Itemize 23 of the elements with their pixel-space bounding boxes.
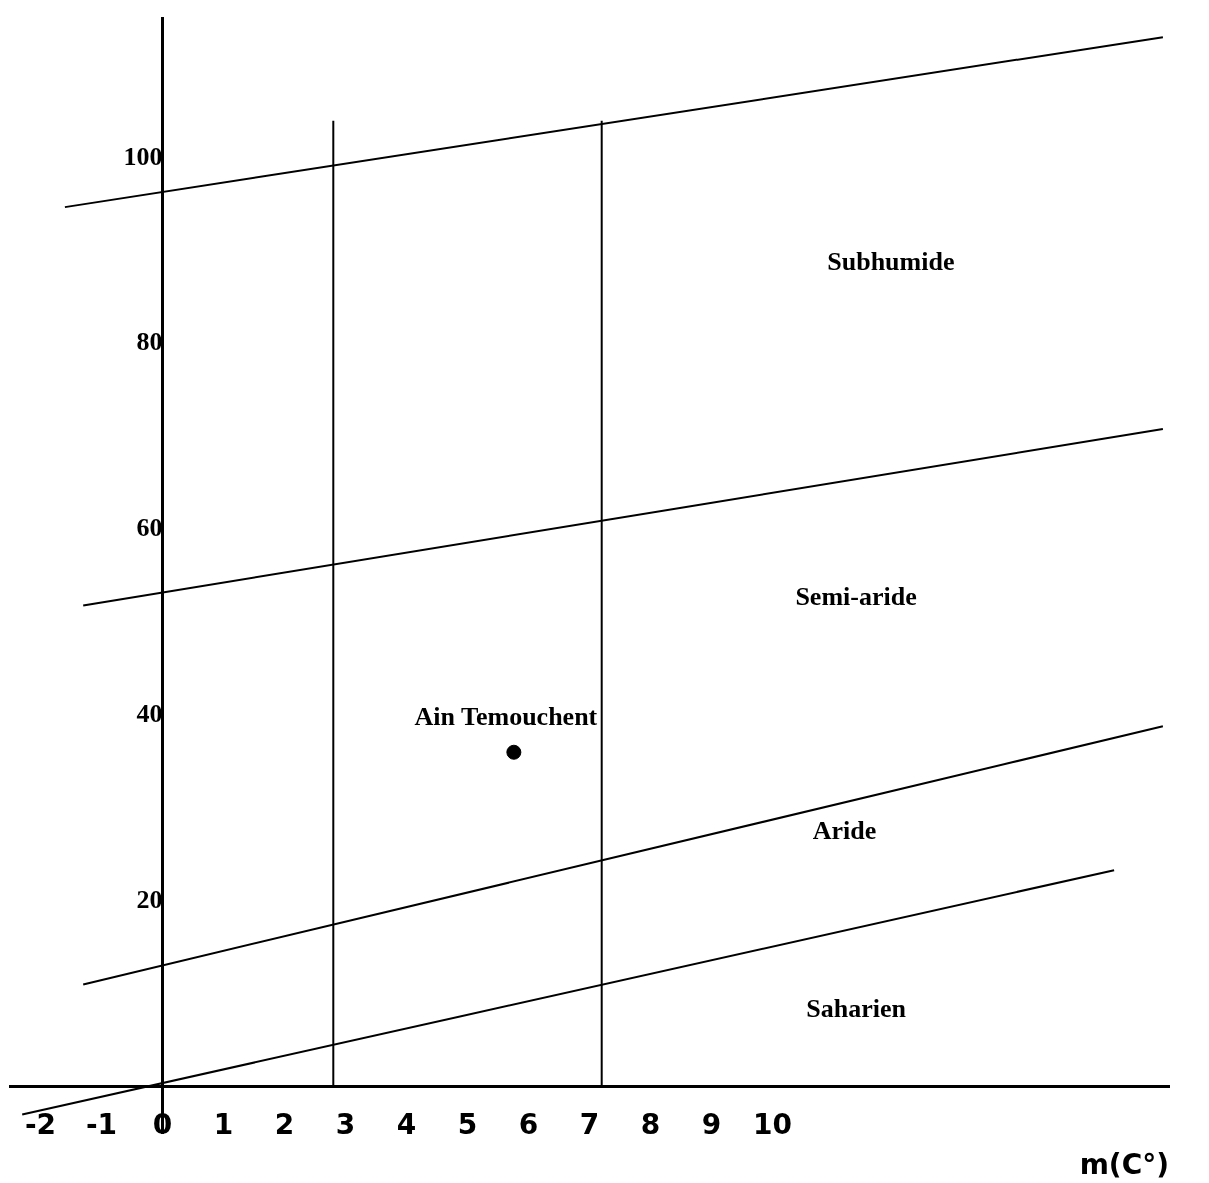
x-tick-label: 8 [640, 1107, 661, 1141]
x-tick-label: 5 [457, 1107, 478, 1141]
annotation: Aride [812, 815, 877, 845]
annotation: Semi-aride [795, 581, 917, 611]
x-tick-label: 2 [274, 1107, 295, 1141]
x-tick-label: 10 [753, 1107, 792, 1141]
x-tick-label: 4 [396, 1107, 417, 1141]
x-tick-label: 9 [701, 1107, 722, 1141]
x-tick-label: 6 [518, 1107, 539, 1141]
y-tick-label: 40 [136, 698, 163, 728]
annotation: Subhumide [827, 247, 955, 277]
x-tick-label: 3 [335, 1107, 356, 1141]
y-tick-label: 80 [136, 327, 163, 357]
x-tick-label: 1 [213, 1107, 234, 1141]
x-axis-title: m(C°) [1079, 1148, 1169, 1182]
series-label: Ain Temouchent [414, 701, 598, 731]
y-tick-label: 100 [123, 141, 163, 171]
y-tick-label: 20 [136, 884, 163, 914]
x-tick-label: -2 [24, 1107, 57, 1141]
annotation: Saharien [806, 994, 907, 1024]
x-tick-label: -1 [85, 1107, 118, 1141]
x-tick-label: 7 [579, 1107, 600, 1141]
y-tick-label: 60 [136, 513, 163, 543]
